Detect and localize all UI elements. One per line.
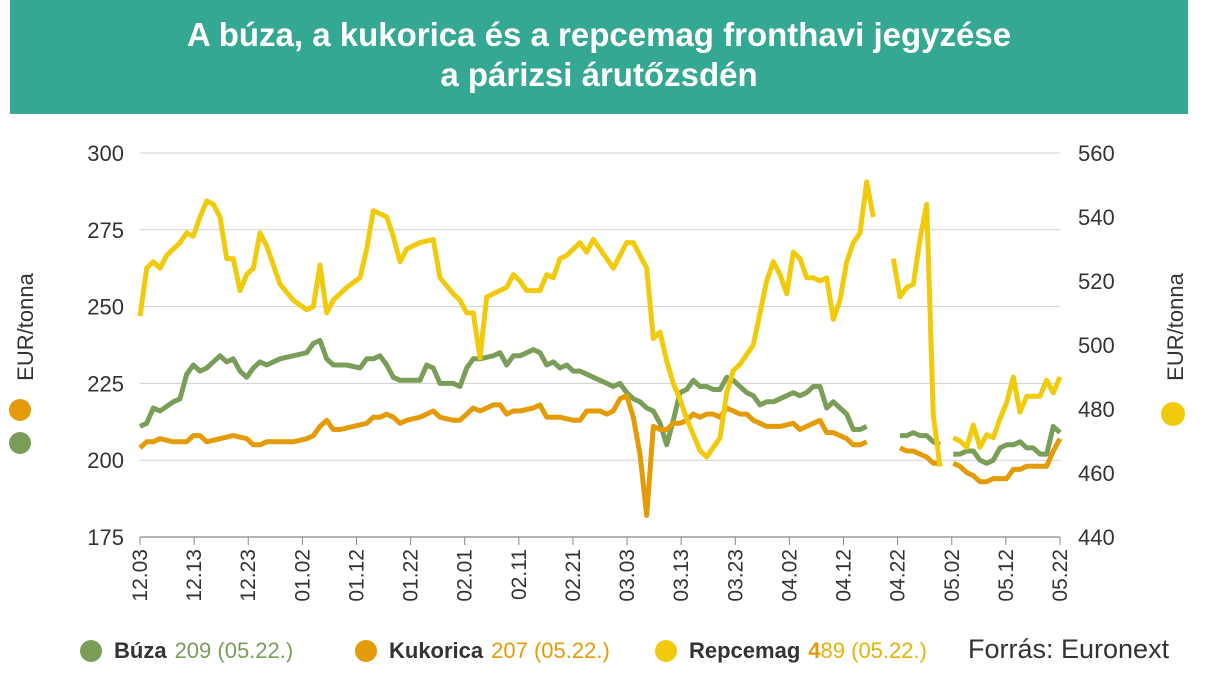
right-tick-label-480: 480	[1078, 397, 1115, 422]
chart-title-line-2: a párizsi árutőzsdén	[440, 56, 758, 93]
left-tick-label-200: 200	[87, 448, 124, 473]
left-axis-ticks: 175 200 225 250 275 300	[87, 141, 124, 550]
x-tick-label-12.23: 12.23	[237, 549, 260, 602]
legend-dot-kukorica	[355, 640, 377, 662]
left-tick-label-250: 250	[87, 295, 124, 320]
x-tick-label-04.22: 04.22	[887, 549, 910, 602]
legend-value-repcemag: 89 (05.22.)	[820, 638, 927, 663]
right-marker-repcemag	[1161, 402, 1185, 426]
legend-value-buza: 209 (05.22.)	[174, 638, 294, 663]
left-tick-label-300: 300	[87, 141, 124, 166]
chart-title-line-1: A búza, a kukorica és a repcemag frontha…	[186, 16, 1012, 53]
legend-value-kukorica: 207 (05.22.)	[491, 638, 610, 663]
x-tick-label-05.22: 05.22	[1049, 549, 1072, 602]
x-tick-label-04.12: 04.12	[833, 549, 856, 602]
x-tick-label-04.02: 04.02	[778, 549, 801, 602]
right-tick-label-500: 500	[1078, 333, 1115, 358]
right-axis-ticks: 440 460 480 500 520 540 560	[1078, 141, 1115, 550]
x-tick-label-05.12: 05.12	[995, 549, 1018, 602]
legend-dot-buza	[80, 640, 102, 662]
left-tick-label-225: 225	[87, 371, 124, 396]
left-marker-buza	[9, 432, 31, 454]
left-axis-label: EUR/tonna	[13, 272, 38, 380]
right-tick-label-520: 520	[1078, 269, 1115, 294]
x-tick-label-02.01: 02.01	[454, 549, 477, 602]
right-tick-label-440: 440	[1078, 525, 1115, 550]
legend-dot-repcemag	[655, 640, 677, 662]
x-tick-label-01.12: 01.12	[345, 549, 368, 602]
series-lines	[137, 179, 1063, 518]
left-tick-label-275: 275	[87, 218, 124, 243]
x-tick-label-03.03: 03.03	[616, 549, 639, 602]
legend-name-kukorica: Kukorica	[389, 638, 484, 663]
legend-item-buza: Búza 209 (05.22.)	[80, 636, 293, 666]
right-tick-label-560: 560	[1078, 141, 1115, 166]
series-line-repcemag	[137, 179, 1063, 467]
legend-item-kukorica: Kukorica 207 (05.22.)	[355, 636, 610, 666]
right-axis-label: EUR/tonna	[1163, 272, 1188, 380]
x-tick-label-03.23: 03.23	[724, 549, 747, 602]
x-axis-ticks: 12.03 12.13 12.23 01.02 01.12 01.22 02.01 02.11…	[129, 537, 1072, 602]
x-tick-label-02.11: 02.11	[508, 549, 531, 600]
legend-value-repcemag-bold: 4	[808, 638, 821, 663]
right-tick-label-540: 540	[1078, 205, 1115, 230]
legend-name-repcemag: Repcemag	[689, 638, 801, 663]
x-tick-label-12.03: 12.03	[129, 549, 152, 602]
grid-lines	[140, 152, 1060, 538]
legend-name-buza: Búza	[114, 638, 167, 663]
left-marker-kukorica	[9, 399, 31, 421]
left-tick-label-175: 175	[87, 525, 124, 550]
x-tick-label-02.21: 02.21	[562, 549, 585, 602]
x-tick-label-12.13: 12.13	[183, 549, 206, 602]
x-tick-label-05.02: 05.02	[941, 549, 964, 602]
source-note: Forrás: Euronext	[968, 634, 1170, 664]
series-line-kukorica	[138, 393, 1063, 518]
series-line-bza	[138, 337, 1062, 466]
x-tick-label-01.02: 01.02	[291, 549, 314, 602]
chart-title-banner: A búza, a kukorica és a repcemag frontha…	[10, 0, 1188, 114]
legend-item-repcemag: Repcemag 4 89 (05.22.)	[655, 636, 927, 666]
right-tick-label-460: 460	[1078, 461, 1115, 486]
x-tick-label-03.13: 03.13	[670, 549, 693, 602]
x-tick-label-01.22: 01.22	[400, 549, 423, 602]
